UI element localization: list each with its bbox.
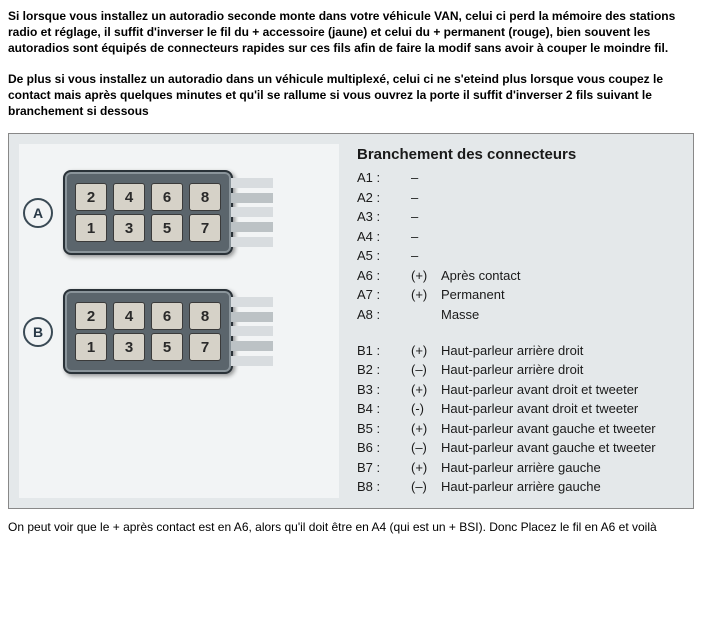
legend-a6: A6 :(+)Après contact — [357, 267, 687, 285]
legend-group-a: A1 :– A2 :– A3 :– A4 :– A5 :– A6 :(+)Apr… — [357, 169, 687, 323]
pin-a-5: 5 — [151, 214, 183, 242]
legend-a8: A8 :Masse — [357, 306, 687, 324]
pin-b-4: 4 — [113, 302, 145, 330]
pin-a-8: 8 — [189, 183, 221, 211]
pin-b-2: 2 — [75, 302, 107, 330]
connector-b-plug: 2 4 6 8 1 3 5 7 — [63, 289, 233, 374]
intro-paragraph-2: De plus si vous installez un autoradio d… — [8, 71, 694, 120]
connector-a-badge: A — [23, 198, 53, 228]
legend-b2: B2 :(–)Haut-parleur arrière droit — [357, 361, 687, 379]
legend-b5: B5 :(+)Haut-parleur avant gauche et twee… — [357, 420, 687, 438]
connector-a-row: A 2 4 6 8 1 3 5 7 — [23, 170, 335, 255]
pin-b-3: 3 — [113, 333, 145, 361]
legend-b4: B4 :(-)Haut-parleur avant droit et tweet… — [357, 400, 687, 418]
connector-illustration: A 2 4 6 8 1 3 5 7 B 2 — [19, 144, 339, 498]
intro-paragraph-1: Si lorsque vous installez un autoradio s… — [8, 8, 694, 57]
legend-b7: B7 :(+)Haut-parleur arrière gauche — [357, 459, 687, 477]
legend-b1: B1 :(+)Haut-parleur arrière droit — [357, 342, 687, 360]
legend-a3: A3 :– — [357, 208, 687, 226]
pin-b-8: 8 — [189, 302, 221, 330]
legend-title: Branchement des connecteurs — [357, 146, 687, 163]
pin-a-1: 1 — [75, 214, 107, 242]
legend-b8: B8 :(–)Haut-parleur arrière gauche — [357, 478, 687, 496]
connector-diagram-panel: A 2 4 6 8 1 3 5 7 B 2 — [8, 133, 694, 509]
pin-a-3: 3 — [113, 214, 145, 242]
pin-b-6: 6 — [151, 302, 183, 330]
legend-column: Branchement des connecteurs A1 :– A2 :– … — [357, 144, 687, 498]
pin-a-4: 4 — [113, 183, 145, 211]
connector-b-badge: B — [23, 317, 53, 347]
pin-a-7: 7 — [189, 214, 221, 242]
footer-paragraph: On peut voir que le + après contact est … — [8, 519, 694, 535]
connector-a-plug: 2 4 6 8 1 3 5 7 — [63, 170, 233, 255]
pin-a-2: 2 — [75, 183, 107, 211]
legend-a1: A1 :– — [357, 169, 687, 187]
pin-b-5: 5 — [151, 333, 183, 361]
legend-group-b: B1 :(+)Haut-parleur arrière droit B2 :(–… — [357, 342, 687, 496]
legend-a7: A7 :(+)Permanent — [357, 286, 687, 304]
pin-a-6: 6 — [151, 183, 183, 211]
legend-a4: A4 :– — [357, 228, 687, 246]
legend-a5: A5 :– — [357, 247, 687, 265]
legend-a2: A2 :– — [357, 189, 687, 207]
legend-b3: B3 :(+)Haut-parleur avant droit et tweet… — [357, 381, 687, 399]
legend-b6: B6 :(–)Haut-parleur avant gauche et twee… — [357, 439, 687, 457]
connector-b-row: B 2 4 6 8 1 3 5 7 — [23, 289, 335, 374]
pin-b-7: 7 — [189, 333, 221, 361]
pin-b-1: 1 — [75, 333, 107, 361]
